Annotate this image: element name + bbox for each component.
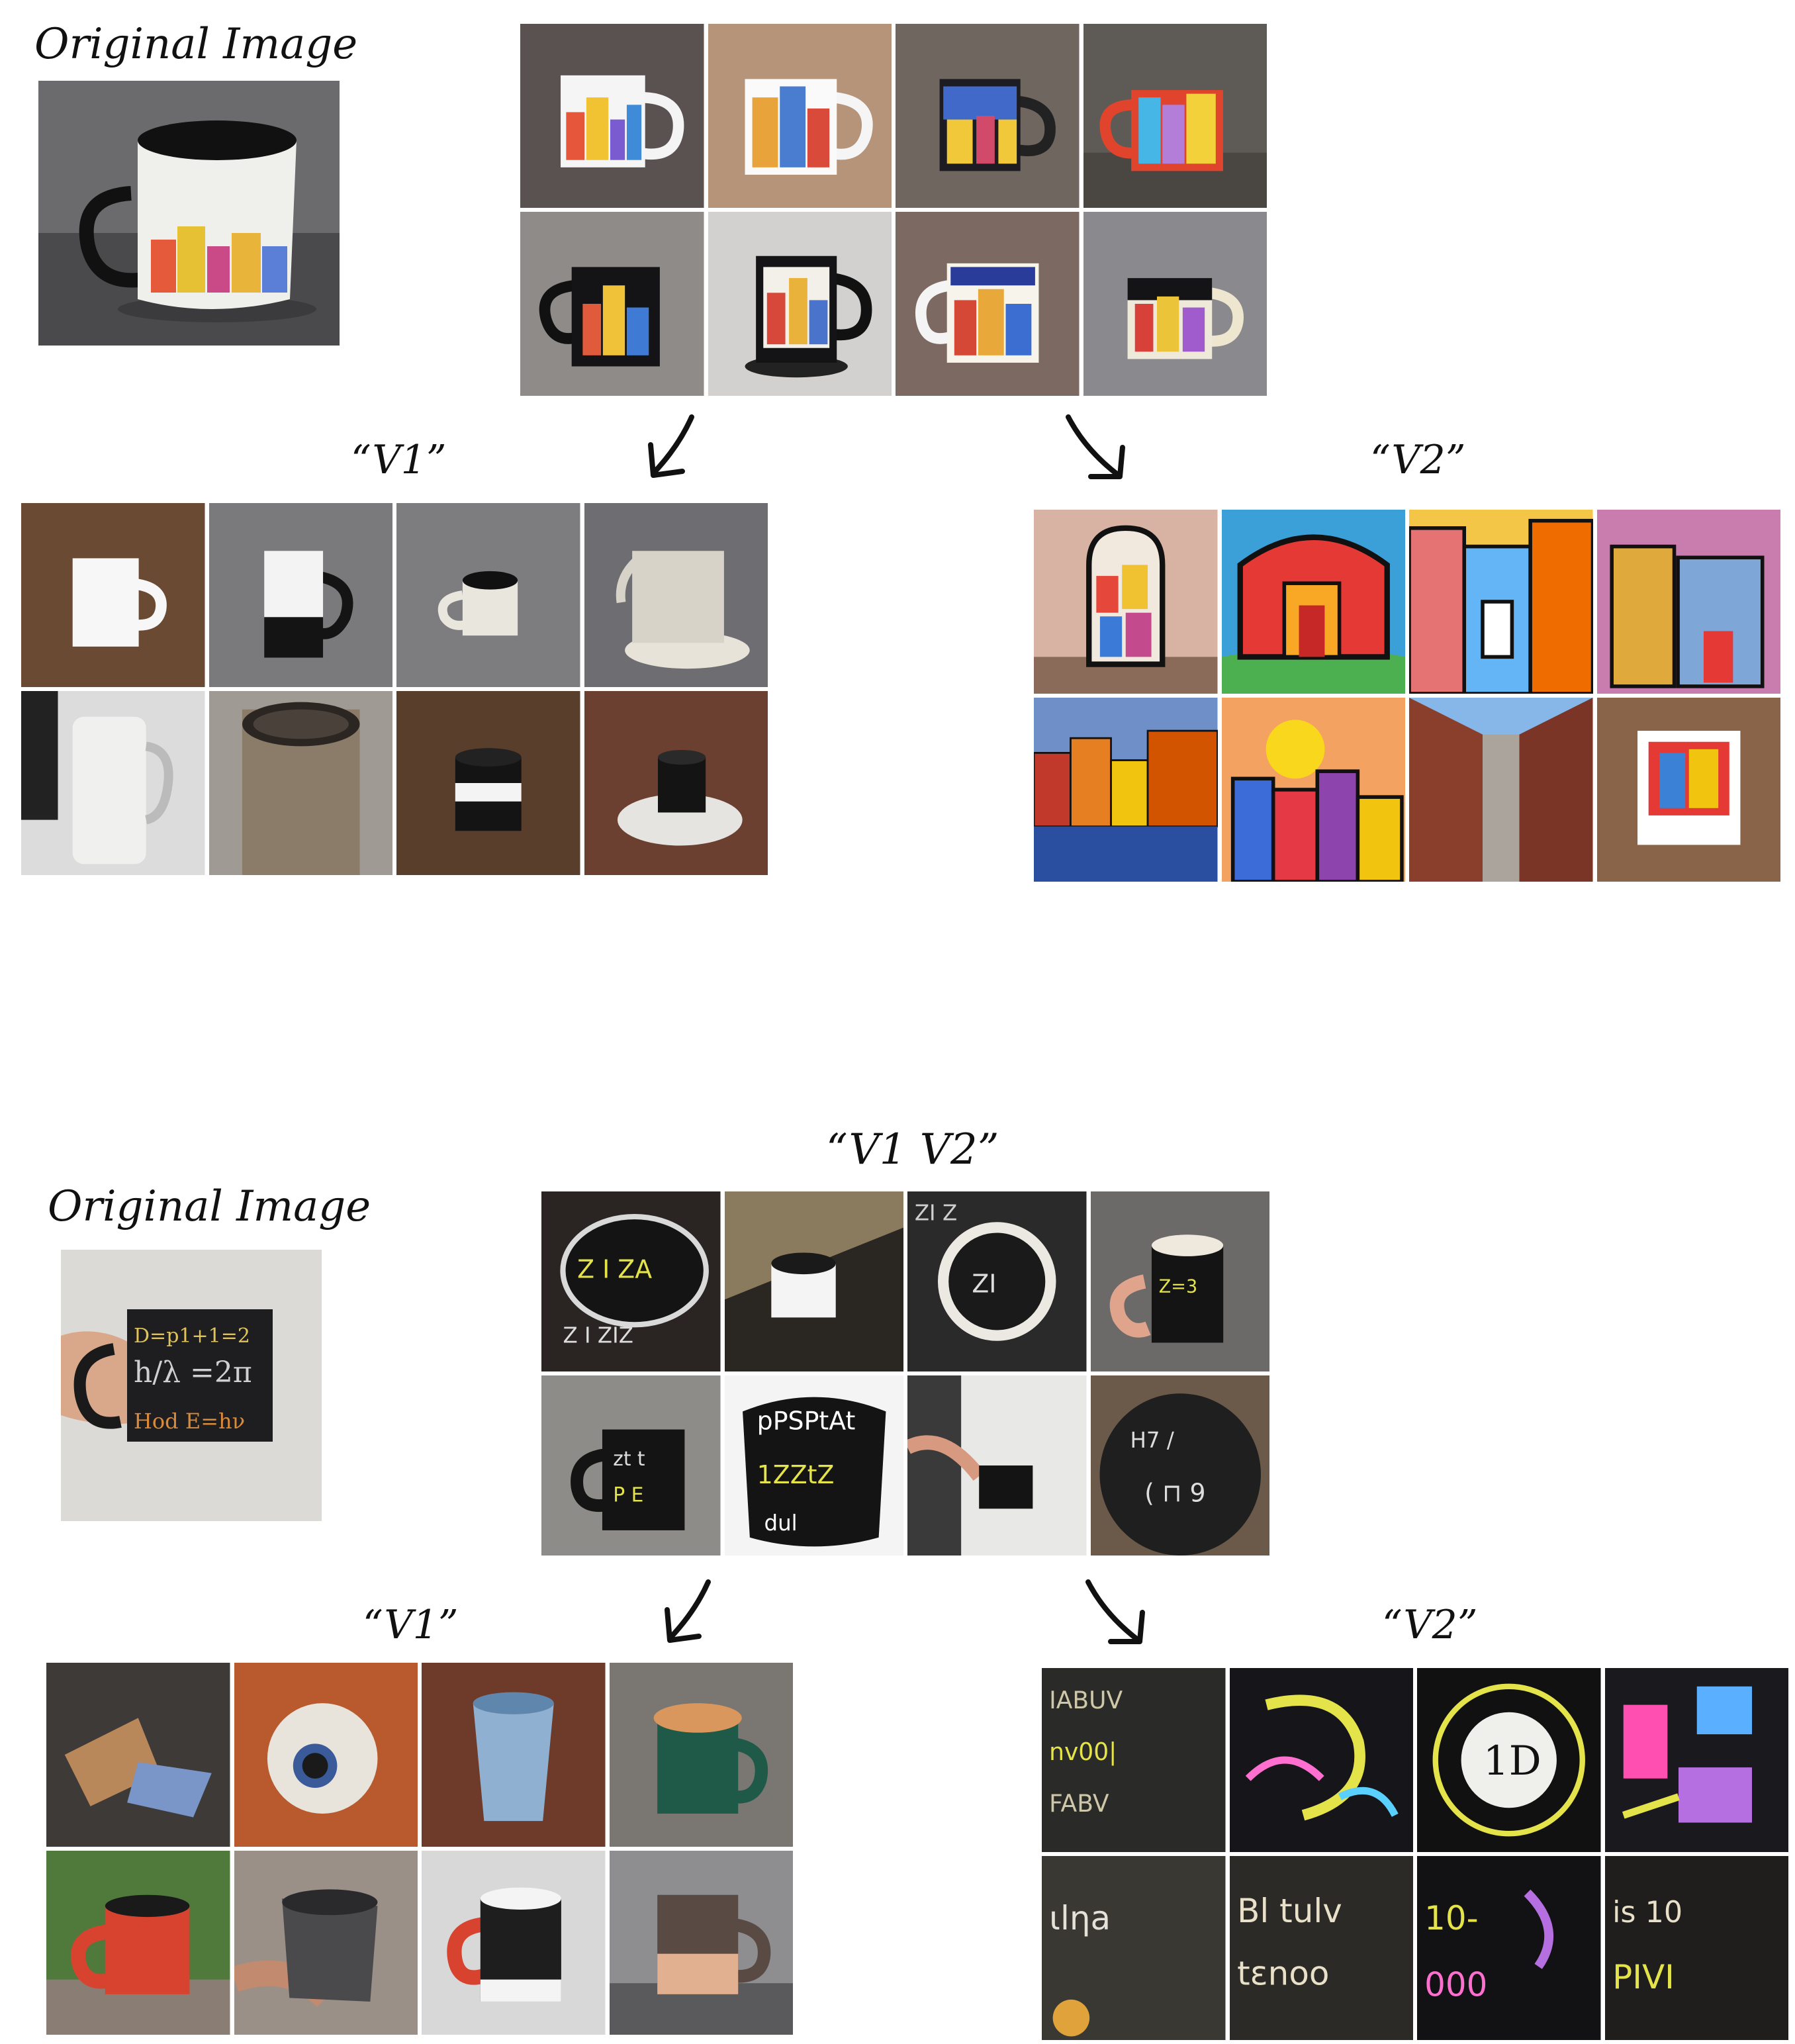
svg-text:FABV: FABV [1049, 1789, 1109, 1818]
svg-text:1D: 1D [1483, 1738, 1542, 1785]
svg-text:Z=3: Z=3 [1158, 1276, 1197, 1297]
svg-text:ZI: ZI [972, 1269, 996, 1298]
v1-label-bottom: “V1” [363, 1602, 459, 1648]
grid-image [234, 1663, 418, 1847]
svg-text:000: 000 [1424, 1965, 1487, 2004]
grid-image [584, 503, 768, 687]
grid-image [1409, 698, 1593, 882]
grid-image [396, 691, 580, 875]
combined-grid-bottom: Z I ZA Z I ZIZ ZI ZI Z Z=3 zt t P E pPSPtAt… [541, 1191, 1269, 1556]
grid-image [208, 691, 392, 875]
grid-image [609, 1851, 793, 2035]
grid-image [1221, 510, 1405, 694]
v1-label-top: “V1” [351, 437, 447, 483]
grid-image: zt t P E [541, 1375, 721, 1556]
grid-image [21, 503, 205, 687]
grid-image: Z I ZA Z I ZIZ [541, 1191, 721, 1371]
v2-grid-bottom: IABUV nv00| FABV 1D ɩlηa Bl tulv tɛnoo 10- 0… [1042, 1668, 1788, 2040]
svg-text:zt t: zt t [613, 1448, 645, 1471]
grid-image: is 10 PIVI [1604, 1856, 1788, 2040]
original-image-bottom: D=p1+1=2 h/λ =2π Hod E=hν [61, 1250, 322, 1521]
grid-image [520, 212, 704, 396]
grid-image [1229, 1668, 1413, 1852]
svg-text:Z I ZIZ: Z I ZIZ [563, 1323, 633, 1348]
grid-image [234, 1851, 418, 2035]
svg-text:ZI Z: ZI Z [915, 1200, 957, 1225]
svg-text:is 10: is 10 [1612, 1896, 1682, 1929]
grid-image [1083, 24, 1267, 208]
svg-text:tɛnoo: tɛnoo [1237, 1955, 1329, 1993]
svg-text:h/λ =2π: h/λ =2π [134, 1356, 252, 1389]
grid-image [584, 691, 768, 875]
arrow-to-v1-bottom [665, 1579, 711, 1643]
grid-image [896, 212, 1080, 396]
grid-image: H7 / ( ⊓ 9 [1090, 1375, 1269, 1556]
original-image-top [38, 81, 340, 346]
v1-grid-top [21, 503, 768, 875]
v1-grid-bottom [46, 1663, 793, 2035]
grid-image [422, 1851, 606, 2035]
grid-image [21, 691, 205, 875]
svg-text:1ZZtZ: 1ZZtZ [757, 1460, 834, 1489]
original-image-label-bottom: Original Image [48, 1182, 371, 1231]
arrow-to-v2-bottom [1085, 1579, 1145, 1644]
grid-image [396, 503, 580, 687]
grid-image [46, 1663, 230, 1847]
svg-text:PIVI: PIVI [1612, 1958, 1675, 1996]
grid-image [907, 1375, 1087, 1556]
grid-image [46, 1851, 230, 2035]
svg-text:IABUV: IABUV [1049, 1686, 1123, 1714]
original-image-label-top: Original Image [34, 20, 358, 69]
grid-image [708, 212, 892, 396]
svg-text:Bl tulv: Bl tulv [1237, 1892, 1342, 1930]
grid-image: 1D [1417, 1668, 1601, 1852]
arrow-to-v1-top [648, 414, 694, 478]
svg-text:10-: 10- [1424, 1899, 1479, 1937]
grid-image: ɩlηa [1042, 1856, 1226, 2040]
grid-image [1221, 698, 1405, 882]
svg-text:dul: dul [764, 1510, 797, 1536]
v1-v2-label: “V1 V2” [826, 1125, 999, 1174]
svg-text:( ⊓ 9: ( ⊓ 9 [1144, 1478, 1205, 1507]
grid-image [520, 24, 704, 208]
svg-text:P E: P E [613, 1483, 643, 1507]
svg-text:Z I ZA: Z I ZA [577, 1254, 652, 1283]
grid-image [1596, 510, 1780, 694]
grid-image [1596, 698, 1780, 882]
grid-image: ZI ZI Z [907, 1191, 1087, 1371]
grid-image: 10- 000 [1417, 1856, 1601, 2040]
svg-text:D=p1+1=2: D=p1+1=2 [134, 1324, 250, 1348]
grid-image: pPSPtAt 1ZZtZ dul [724, 1375, 903, 1556]
grid-image [609, 1663, 793, 1847]
v2-label-bottom: “V2” [1382, 1602, 1478, 1648]
grid-image: Bl tulv tɛnoo [1229, 1856, 1413, 2040]
arrow-to-v2-top [1066, 414, 1125, 479]
grid-image [708, 24, 892, 208]
svg-text:Hod E=hν: Hod E=hν [134, 1409, 245, 1434]
grid-image: Z=3 [1090, 1191, 1269, 1371]
grid-image [422, 1663, 606, 1847]
svg-text:pPSPtAt: pPSPtAt [757, 1407, 855, 1436]
svg-text:nv00|: nv00| [1049, 1738, 1117, 1766]
grid-image [1604, 1668, 1788, 1852]
grid-image: IABUV nv00| FABV [1042, 1668, 1226, 1852]
svg-text:ɩlηa: ɩlηa [1049, 1899, 1111, 1937]
grid-image [208, 503, 392, 687]
grid-image [1034, 698, 1218, 882]
grid-image [1034, 510, 1218, 694]
v2-label-top: “V2” [1370, 437, 1466, 483]
svg-text:H7 /: H7 / [1130, 1428, 1174, 1453]
grid-image [1409, 510, 1593, 694]
grid-image [724, 1191, 903, 1371]
grid-image [896, 24, 1080, 208]
grid-image [1083, 212, 1267, 396]
combined-grid-top [520, 24, 1267, 396]
v2-grid-top [1034, 510, 1780, 882]
